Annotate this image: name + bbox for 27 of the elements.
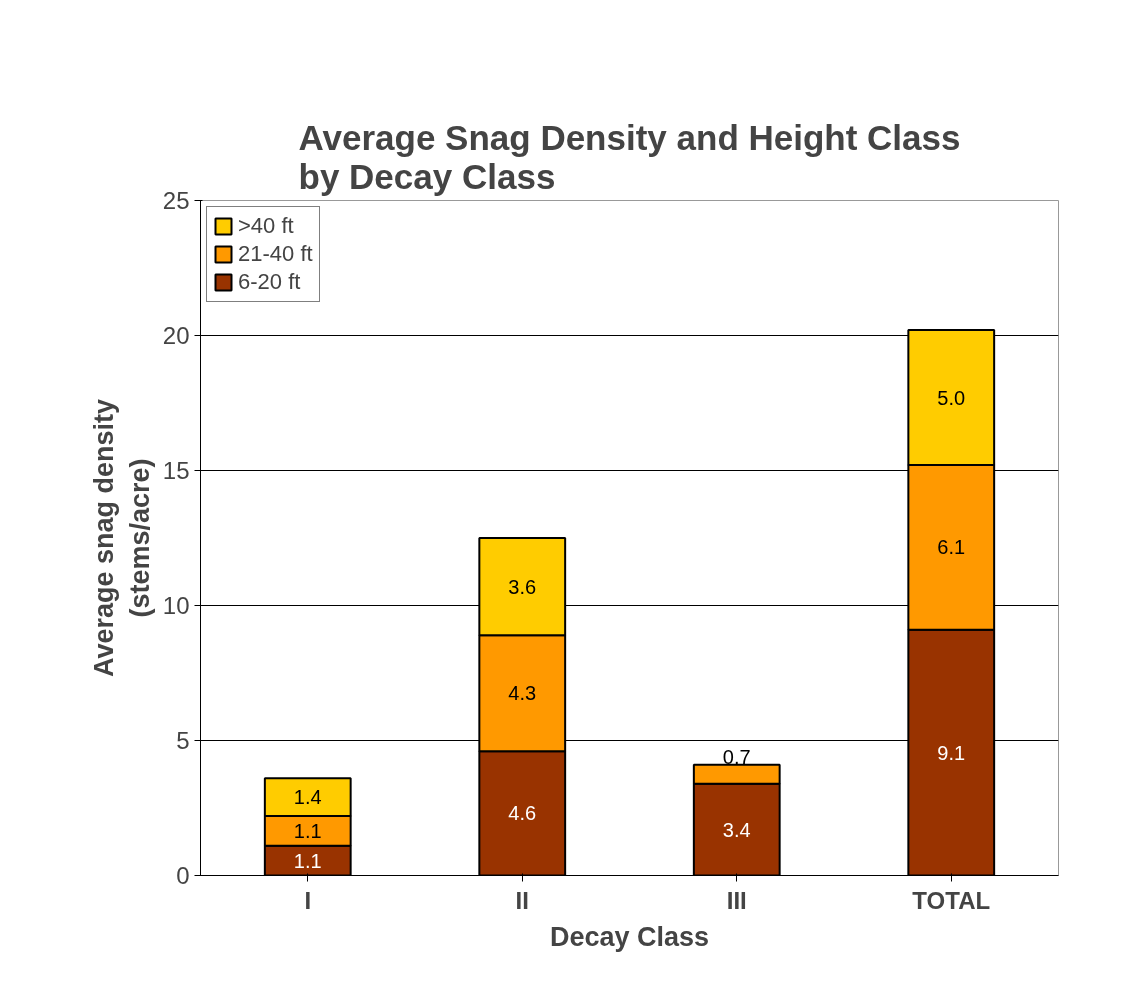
data-label: 4.6	[508, 802, 537, 825]
y-tick-label: 0	[176, 862, 190, 889]
legend-label: 21-40 ft	[238, 241, 313, 267]
legend-label: 6-20 ft	[238, 269, 301, 295]
data-label: 3.4	[722, 818, 751, 841]
data-label: 4.3	[508, 682, 537, 705]
data-label: 0.7	[722, 745, 751, 768]
legend-label: >40 ft	[238, 213, 294, 239]
x-tick-label: III	[726, 886, 747, 914]
data-label: 6.1	[937, 536, 966, 559]
y-tick-label: 5	[176, 727, 190, 754]
data-label: 1.4	[293, 786, 322, 809]
y-tick-label: 10	[162, 592, 190, 619]
data-label: 1.1	[293, 819, 322, 842]
data-label: 3.6	[508, 575, 537, 598]
y-tick-label: 20	[162, 322, 190, 349]
x-tick-label: TOTAL	[912, 886, 991, 914]
x-tick-label: II	[515, 886, 529, 914]
x-axis-title: Decay Class	[549, 921, 710, 952]
data-label: 1.1	[293, 849, 322, 872]
y-tick-label: 15	[162, 457, 190, 484]
data-label: 5.0	[937, 386, 966, 409]
y-tick-label: 25	[162, 187, 190, 214]
chart-title: Average Snag Density and Height Class by Decay Class	[298, 117, 961, 196]
data-label: 9.1	[937, 741, 966, 764]
y-axis-title: Average snag density (stems/acre)	[88, 398, 155, 678]
x-tick-label: I	[304, 886, 312, 914]
